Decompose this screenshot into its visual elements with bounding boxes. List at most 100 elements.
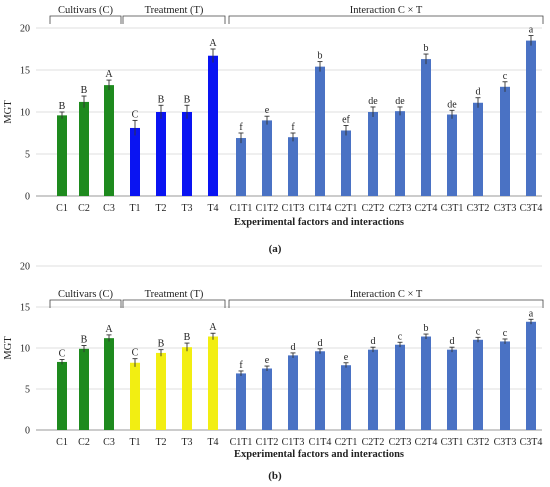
x-tick-label: T4 xyxy=(207,203,218,214)
x-tick-label: C3T1 xyxy=(441,203,464,214)
y-tick-label: 0 xyxy=(25,426,30,437)
x-tick-label: C2T1 xyxy=(335,203,358,214)
bar xyxy=(79,101,89,196)
significance-letter: de xyxy=(395,96,405,107)
x-tick-label: C1T2 xyxy=(256,437,279,448)
significance-letter: B xyxy=(59,101,66,112)
significance-letter: de xyxy=(368,96,378,107)
panel-caption: (b) xyxy=(268,470,282,482)
x-tick-label: C1T1 xyxy=(230,203,253,214)
y-tick-label: 5 xyxy=(25,150,30,161)
y-tick-label: 15 xyxy=(20,66,30,77)
x-tick-label: T1 xyxy=(129,203,140,214)
significance-letter: d xyxy=(291,342,296,353)
significance-letter: c xyxy=(398,331,403,342)
significance-letter: d xyxy=(476,87,481,98)
group-bracket xyxy=(228,299,544,308)
x-tick-label: T4 xyxy=(207,437,218,448)
significance-letter: B xyxy=(81,85,88,96)
x-axis-label: Experimental factors and interactions xyxy=(234,217,404,228)
bar xyxy=(447,349,457,430)
y-tick-label: 20 xyxy=(20,24,30,35)
x-tick-label: C2T4 xyxy=(415,203,438,214)
x-tick-label: C3T1 xyxy=(441,437,464,448)
bar xyxy=(208,336,218,430)
significance-letter: f xyxy=(239,360,243,371)
y-tick-label: 5 xyxy=(25,385,30,396)
x-tick-label: C3T3 xyxy=(494,437,517,448)
bar xyxy=(262,368,272,430)
bar xyxy=(182,112,192,196)
x-tick-label: C3T3 xyxy=(494,203,517,214)
y-tick-label: 20 xyxy=(20,262,30,273)
chart-panel-b: 0 5 10 15 20 MGT C C1 B C2 A C3 Cultivars (C) C T1 B T2 B… xyxy=(3,262,544,482)
bar xyxy=(315,66,325,196)
bar xyxy=(368,349,378,430)
significance-letter: C xyxy=(132,109,139,120)
significance-letter: B xyxy=(184,332,191,343)
significance-letter: d xyxy=(450,336,455,347)
significance-letter: d xyxy=(318,338,323,349)
significance-letter: B xyxy=(184,94,191,105)
significance-letter: d xyxy=(371,336,376,347)
significance-letter: A xyxy=(105,324,113,335)
significance-letter: B xyxy=(81,335,88,346)
x-tick-label: C3T4 xyxy=(520,203,543,214)
significance-letter: A xyxy=(105,69,113,80)
significance-letter: de xyxy=(447,99,457,110)
x-tick-label: T1 xyxy=(129,437,140,448)
x-tick-label: C1T4 xyxy=(309,437,332,448)
group-label: Treatment (T) xyxy=(145,289,204,300)
bar xyxy=(236,373,246,430)
bar xyxy=(288,137,298,196)
bar xyxy=(104,338,114,430)
x-tick-label: C2T4 xyxy=(415,437,438,448)
x-tick-label: C3T4 xyxy=(520,437,543,448)
significance-letter: A xyxy=(209,38,217,49)
x-tick-label: C1T4 xyxy=(309,203,332,214)
x-tick-label: C2T3 xyxy=(389,203,412,214)
significance-letter: e xyxy=(344,352,349,363)
y-axis-label: MGT xyxy=(3,336,14,360)
significance-letter: f xyxy=(239,122,243,133)
x-tick-label: T3 xyxy=(181,437,192,448)
x-tick-label: C3T2 xyxy=(467,437,490,448)
significance-letter: A xyxy=(209,322,217,333)
x-tick-label: T3 xyxy=(181,203,192,214)
group-bracket xyxy=(49,15,122,24)
bar xyxy=(368,112,378,196)
x-tick-label: T2 xyxy=(155,203,166,214)
y-tick-label: 15 xyxy=(20,303,30,314)
significance-letter: a xyxy=(529,25,534,36)
bar xyxy=(341,365,351,430)
bar xyxy=(208,55,218,196)
bar xyxy=(79,348,89,430)
bar xyxy=(473,102,483,196)
x-tick-label: C2 xyxy=(78,437,90,448)
x-tick-label: C2T1 xyxy=(335,437,358,448)
significance-letter: f xyxy=(291,122,295,133)
bar xyxy=(526,40,536,196)
bar xyxy=(315,351,325,430)
significance-letter: b xyxy=(318,51,323,62)
y-tick-label: 10 xyxy=(20,344,30,355)
bar xyxy=(182,347,192,430)
bar xyxy=(236,138,246,196)
bar xyxy=(130,127,140,196)
significance-letter: ef xyxy=(342,114,350,125)
significance-letter: B xyxy=(158,339,165,350)
x-tick-label: C2T2 xyxy=(362,203,385,214)
significance-letter: C xyxy=(132,348,139,359)
significance-letter: c xyxy=(503,71,508,82)
bar xyxy=(57,115,67,196)
bar xyxy=(156,112,166,196)
group-label: Treatment (T) xyxy=(145,5,204,16)
significance-letter: B xyxy=(158,94,165,105)
bar xyxy=(130,362,140,430)
bar xyxy=(395,111,405,196)
significance-letter: C xyxy=(59,348,66,359)
bar xyxy=(447,114,457,196)
bar xyxy=(500,341,510,430)
bar xyxy=(288,355,298,430)
